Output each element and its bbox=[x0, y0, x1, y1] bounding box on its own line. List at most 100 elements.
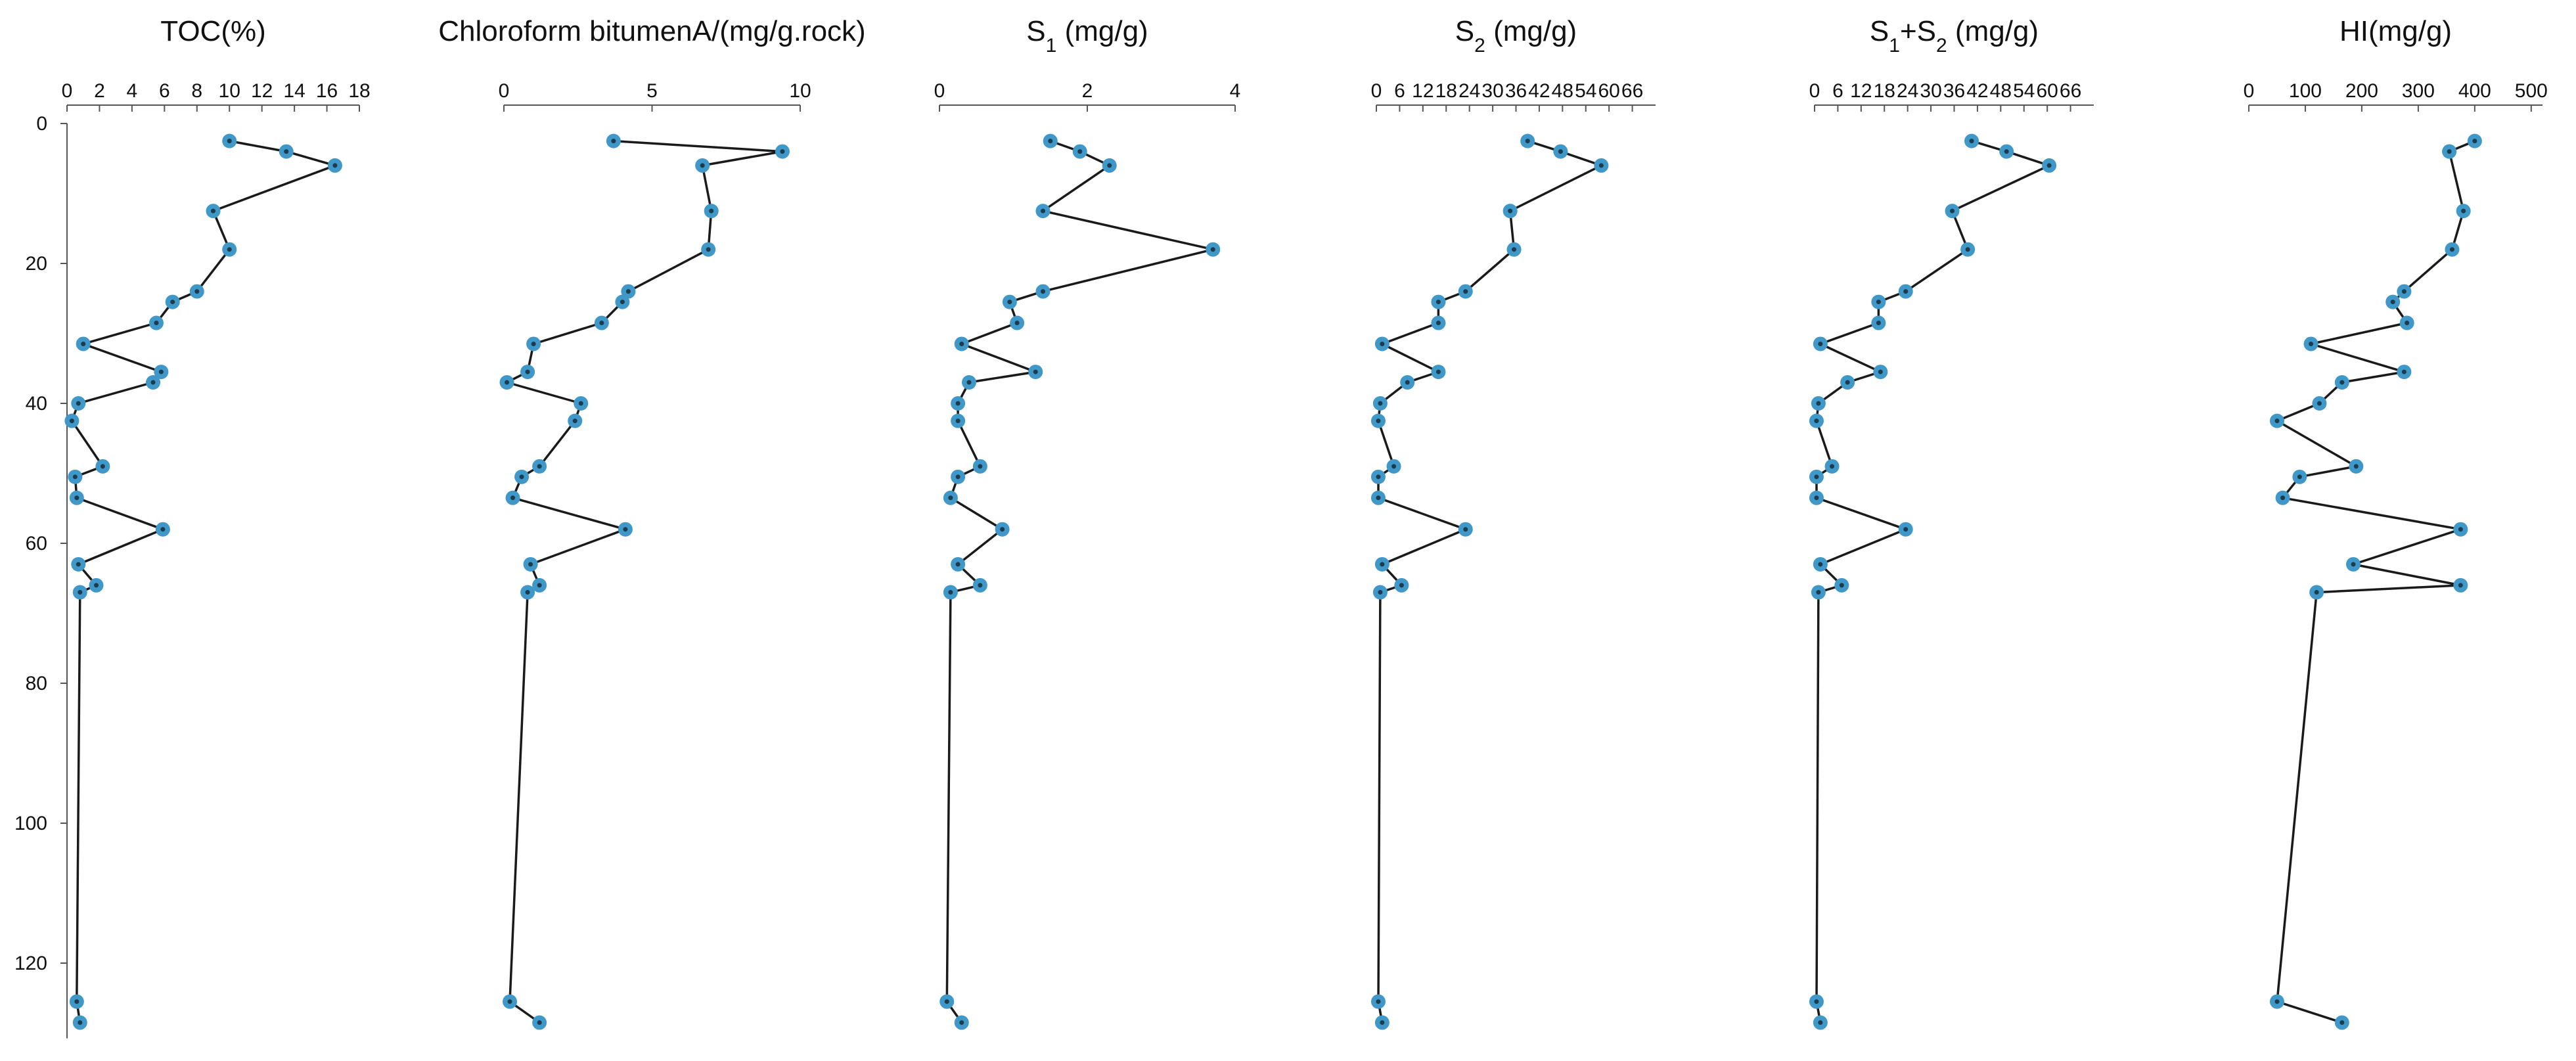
data-point-center bbox=[525, 590, 530, 595]
data-point-center bbox=[2458, 527, 2463, 532]
data-point-center bbox=[507, 999, 512, 1005]
panel-title: S1+S2 (mg/g) bbox=[1870, 15, 2039, 56]
data-point-center bbox=[1210, 247, 1215, 252]
data-point bbox=[695, 158, 710, 173]
data-point-center bbox=[2339, 380, 2345, 385]
data-point-center bbox=[2447, 149, 2452, 154]
data-point bbox=[72, 1015, 87, 1030]
x-tick-label: 12 bbox=[251, 80, 273, 102]
data-point-center bbox=[1380, 562, 1385, 567]
data-point bbox=[2334, 1015, 2349, 1030]
data-point-center bbox=[100, 464, 105, 469]
data-point bbox=[1809, 994, 1824, 1009]
data-point-center bbox=[505, 380, 510, 385]
data-point-center bbox=[2314, 590, 2319, 595]
data-point-center bbox=[1376, 418, 1381, 424]
data-point-center bbox=[211, 208, 215, 214]
x-tick-label: 10 bbox=[219, 80, 240, 102]
data-point-center bbox=[948, 590, 953, 595]
data-point-center bbox=[709, 208, 714, 214]
data-point bbox=[1043, 133, 1058, 148]
title-part: 2 bbox=[1474, 35, 1485, 56]
data-point bbox=[1370, 469, 1386, 484]
data-point-center bbox=[1435, 321, 1441, 326]
x-tick-label: 42 bbox=[1966, 80, 1988, 102]
data-point-center bbox=[1077, 149, 1083, 154]
data-point bbox=[520, 365, 535, 380]
data-point-center bbox=[1965, 247, 1970, 252]
data-point-center bbox=[978, 464, 983, 469]
data-point bbox=[1898, 284, 1913, 299]
data-point bbox=[2453, 522, 2468, 537]
data-point bbox=[1960, 242, 1976, 257]
data-point bbox=[523, 556, 538, 572]
data-point bbox=[2385, 294, 2401, 309]
data-point bbox=[1374, 556, 1390, 572]
data-point bbox=[574, 396, 589, 411]
data-point-center bbox=[1878, 369, 1883, 374]
data-point bbox=[1824, 459, 1840, 474]
data-point-center bbox=[1376, 474, 1381, 480]
panel-5: S1+S2 (mg/g)0 6 12 18 24 30 36 42 48 54 60 66 bbox=[1809, 15, 2094, 1030]
x-tick-label: 24 bbox=[1897, 80, 1918, 102]
x-tick-label: 500 bbox=[2515, 80, 2548, 102]
depth-tick-label-0: 0 bbox=[36, 113, 47, 135]
title-part: TOC(%) bbox=[160, 15, 266, 47]
data-point-center bbox=[2405, 321, 2410, 326]
data-point-center bbox=[2472, 139, 2477, 144]
data-point bbox=[1813, 336, 1828, 351]
data-point-center bbox=[1512, 247, 1517, 252]
x-tick-label: 36 bbox=[1943, 80, 1965, 102]
data-point-center bbox=[170, 300, 175, 305]
data-point bbox=[615, 294, 630, 309]
data-point-center bbox=[1380, 341, 1385, 346]
data-point-center bbox=[2449, 247, 2454, 252]
data-point bbox=[72, 585, 87, 600]
data-point-center bbox=[227, 139, 232, 144]
data-point-center bbox=[1376, 999, 1381, 1005]
data-point bbox=[327, 158, 342, 173]
data-point bbox=[2467, 133, 2482, 148]
data-point-center bbox=[1405, 380, 1410, 385]
data-point-center bbox=[1876, 300, 1881, 305]
series-line bbox=[1815, 139, 2050, 1023]
data-point bbox=[2346, 556, 2361, 572]
data-point bbox=[618, 522, 633, 537]
data-point bbox=[1372, 396, 1388, 411]
data-point bbox=[704, 204, 719, 219]
panel-3: S1 (mg/g) 0 2 4 bbox=[934, 15, 1241, 1030]
data-point-center bbox=[578, 401, 583, 406]
series-line bbox=[945, 139, 1215, 1024]
data-point-center bbox=[2297, 474, 2302, 480]
data-point bbox=[943, 585, 958, 600]
data-point-center bbox=[76, 401, 81, 406]
x-tick-label: 30 bbox=[1920, 80, 1941, 102]
data-point-center bbox=[1830, 464, 1835, 469]
depth-tick-label-80: 80 bbox=[26, 673, 47, 694]
data-point bbox=[1834, 577, 1849, 593]
series-line bbox=[505, 139, 784, 1024]
data-point-center bbox=[1107, 163, 1112, 168]
title-part: HI(mg/g) bbox=[2339, 15, 2452, 47]
panel-2: Chloroform bitumenA/(mg/g.rock) 0 5 10 bbox=[438, 15, 866, 1030]
panel-title: HI(mg/g) bbox=[2339, 15, 2452, 47]
data-point-center bbox=[1048, 139, 1053, 144]
data-point-center bbox=[700, 163, 705, 168]
data-point-center bbox=[611, 139, 616, 144]
data-point bbox=[2456, 204, 2471, 219]
data-point-center bbox=[1903, 289, 1909, 294]
data-point bbox=[594, 315, 609, 330]
data-point bbox=[499, 375, 514, 390]
data-point bbox=[2399, 315, 2414, 330]
data-point bbox=[701, 242, 716, 257]
data-point-center bbox=[227, 247, 232, 252]
x-tick-label: 4 bbox=[1230, 80, 1241, 102]
x-tick-label: 14 bbox=[283, 80, 305, 102]
x-tick-label: 400 bbox=[2458, 80, 2491, 102]
data-point bbox=[1431, 315, 1446, 330]
depth-tick-label-100: 100 bbox=[14, 813, 47, 834]
data-point-center bbox=[1435, 300, 1441, 305]
data-point-center bbox=[2461, 208, 2466, 214]
